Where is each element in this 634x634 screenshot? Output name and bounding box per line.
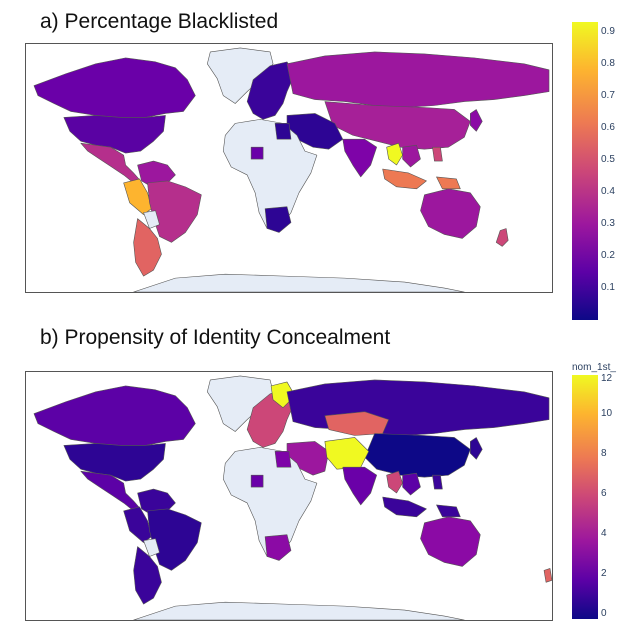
colorbar-b — [572, 375, 598, 619]
colorbar-b-tick: 0 — [601, 608, 607, 619]
region-india[interactable] — [342, 138, 377, 178]
region-russia[interactable] — [286, 379, 550, 436]
region-colombia-venezuela[interactable] — [137, 160, 176, 188]
colorbar-a-tick: 0.9 — [601, 26, 615, 37]
region-canada[interactable] — [33, 57, 196, 118]
region-japan[interactable] — [470, 437, 483, 460]
colorbar-b-title: nom_1st_ — [572, 362, 616, 373]
region-philippines[interactable] — [432, 474, 443, 490]
region-indonesia[interactable] — [382, 168, 427, 190]
panel-a-title: a) Percentage Blacklisted — [40, 10, 279, 33]
region-india[interactable] — [342, 466, 377, 506]
colorbar-b-tick: 8 — [601, 448, 607, 459]
region-bolivia[interactable] — [143, 538, 160, 557]
region-nigeria[interactable] — [250, 146, 264, 160]
region-egypt[interactable] — [274, 451, 292, 468]
region-antarctica[interactable] — [133, 601, 465, 620]
region-indochina[interactable] — [402, 472, 421, 496]
region-australia[interactable] — [420, 188, 481, 239]
colorbar-a-tick: 0.8 — [601, 58, 615, 69]
region-south-africa[interactable] — [264, 534, 292, 561]
region-greenland[interactable] — [207, 47, 274, 104]
region-thailand[interactable] — [386, 142, 403, 166]
region-bolivia[interactable] — [143, 210, 160, 229]
region-china[interactable] — [364, 433, 471, 478]
colorbar-a-tick: 0.3 — [601, 218, 615, 229]
colorbar-b-tick: 4 — [601, 528, 607, 539]
region-thailand[interactable] — [386, 470, 403, 494]
colorbar-a-tick: 0.1 — [601, 282, 615, 293]
region-japan[interactable] — [470, 109, 483, 132]
colorbar-b-tick: 10 — [601, 408, 613, 419]
region-new-guinea[interactable] — [436, 176, 461, 190]
region-egypt[interactable] — [274, 123, 292, 140]
region-usa[interactable] — [63, 115, 166, 154]
region-indonesia[interactable] — [382, 496, 427, 518]
region-new-guinea[interactable] — [436, 504, 461, 518]
region-new-zealand[interactable] — [495, 228, 509, 247]
region-kazakhstan[interactable] — [324, 411, 389, 436]
panel-b-title: b) Propensity of Identity Concealment — [40, 326, 391, 349]
colorbar-a-tick: 0.7 — [601, 90, 615, 101]
region-indochina[interactable] — [402, 144, 421, 168]
colorbar-b-tick: 6 — [601, 488, 607, 499]
colorbar-b-tick: 12 — [601, 373, 613, 384]
region-south-africa[interactable] — [264, 206, 292, 233]
region-greenland[interactable] — [207, 375, 274, 432]
region-antarctica[interactable] — [133, 273, 465, 292]
region-new-zealand[interactable] — [543, 568, 552, 583]
region-russia[interactable] — [286, 51, 550, 108]
colorbar-a-tick: 0.5 — [601, 154, 615, 165]
colorbar-a-tick: 0.4 — [601, 186, 615, 197]
colorbar-a-tick: 0.6 — [601, 122, 615, 133]
colorbar-b-tick: 2 — [601, 568, 607, 579]
region-canada[interactable] — [33, 385, 196, 446]
region-usa[interactable] — [63, 443, 166, 482]
region-philippines[interactable] — [432, 146, 443, 162]
region-argentina[interactable] — [133, 546, 162, 605]
region-argentina[interactable] — [133, 218, 162, 277]
region-nigeria[interactable] — [250, 474, 264, 488]
region-colombia-venezuela[interactable] — [137, 488, 176, 516]
map-percentage-blacklisted[interactable] — [25, 43, 553, 293]
region-australia[interactable] — [420, 516, 481, 567]
region-europe[interactable] — [246, 61, 296, 120]
region-iran[interactable] — [324, 437, 369, 470]
map-identity-concealment[interactable] — [25, 371, 553, 621]
region-china[interactable] — [324, 101, 471, 150]
colorbar-a — [572, 22, 598, 320]
colorbar-a-tick: 0.2 — [601, 250, 615, 261]
